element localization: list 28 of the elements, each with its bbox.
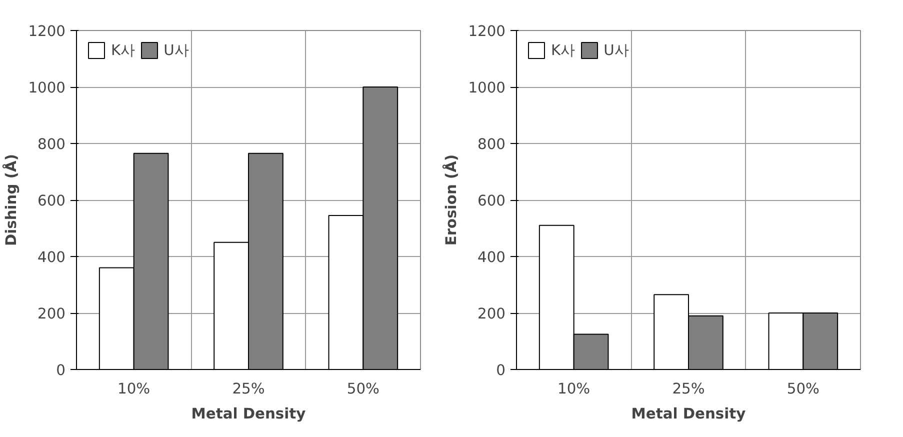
y-axis-title: Erosion (Å) bbox=[442, 154, 460, 246]
y-tick-label: 1200 bbox=[28, 23, 66, 40]
y-tick-label: 0 bbox=[496, 362, 506, 379]
y-tick-label: 600 bbox=[38, 192, 66, 210]
y-tick-label: 600 bbox=[478, 192, 506, 210]
legend-label: K사 bbox=[551, 40, 576, 60]
legend-label: U사 bbox=[604, 40, 630, 60]
y-tick-label: 200 bbox=[478, 306, 506, 322]
y-tick-label: 1000 bbox=[28, 80, 66, 96]
x-tick-label: 50% bbox=[786, 380, 820, 398]
y-tick-label: 800 bbox=[478, 136, 506, 153]
y-tick-label: 0 bbox=[56, 362, 66, 379]
legend-label: K사 bbox=[111, 40, 136, 60]
y-tick-label: 400 bbox=[478, 249, 506, 266]
x-tick-label: 25% bbox=[672, 380, 705, 398]
x-axis-title: Metal Density bbox=[191, 406, 306, 422]
x-tick-label: 25% bbox=[232, 380, 265, 398]
x-axis-title: Metal Density bbox=[631, 406, 746, 422]
legend-label: U사 bbox=[164, 40, 190, 60]
y-tick-label: 200 bbox=[38, 306, 66, 322]
y-tick-label: 1000 bbox=[468, 80, 506, 96]
y-tick-label: 1200 bbox=[468, 23, 506, 40]
y-tick-label: 800 bbox=[38, 136, 66, 153]
x-tick-label: 10% bbox=[558, 380, 590, 398]
y-tick-label: 400 bbox=[38, 249, 66, 266]
y-axis-title: Dishing (Å) bbox=[2, 154, 20, 246]
x-tick-label: 10% bbox=[118, 380, 150, 398]
x-tick-label: 50% bbox=[346, 380, 380, 398]
